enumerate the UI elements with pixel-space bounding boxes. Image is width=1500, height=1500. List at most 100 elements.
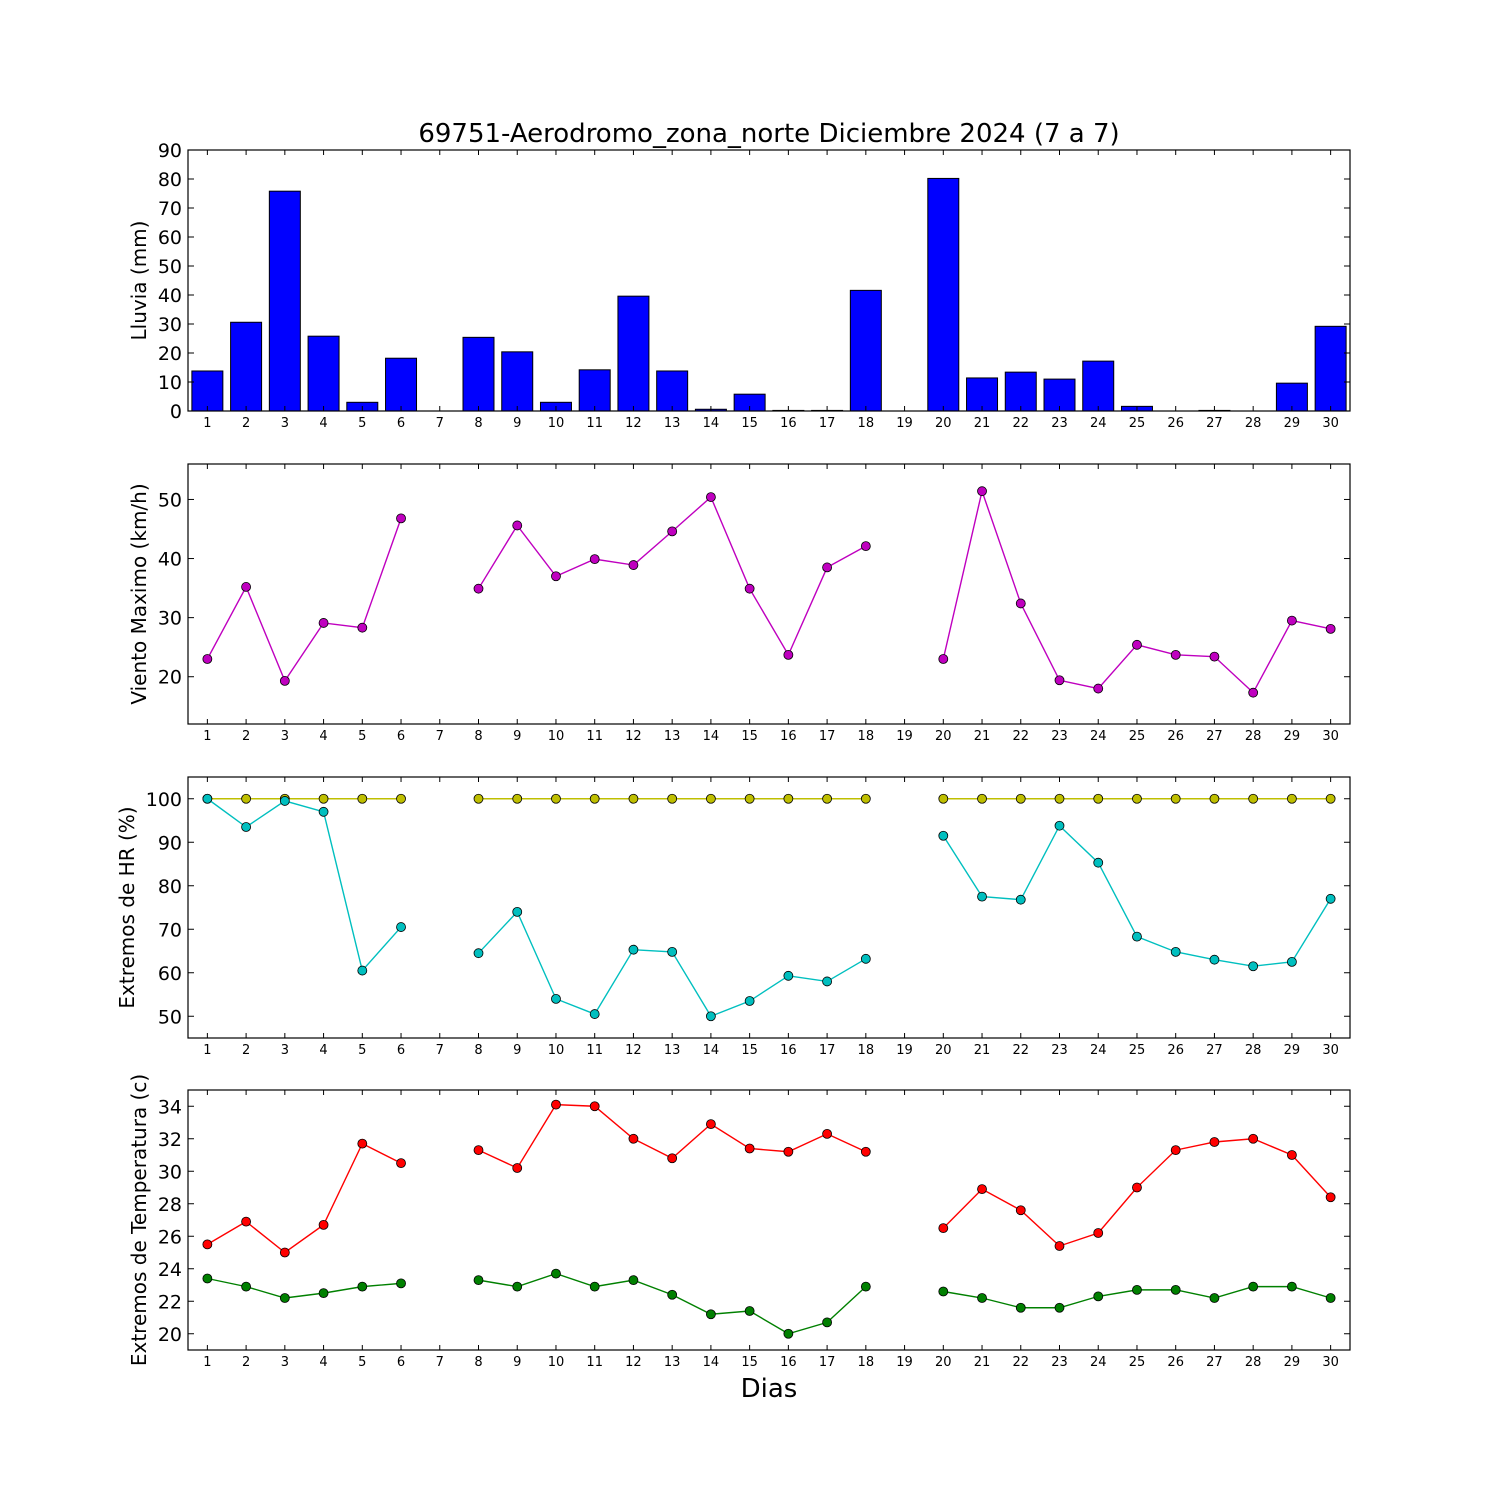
x-tick-label: 3 (281, 1043, 289, 1058)
series-1-point-day-8 (473, 583, 484, 594)
series-1-point-day-25 (1132, 1182, 1142, 1193)
series-1-point-day-21 (977, 486, 987, 497)
x-tick-label: 22 (1012, 416, 1029, 431)
series-1-point-day-26 (1170, 649, 1181, 660)
bar-day-20 (927, 177, 960, 412)
series-2-point-day-21 (977, 891, 987, 902)
series-2-point-day-14 (706, 1309, 716, 1320)
y-tick-label: 10 (158, 372, 182, 394)
series-1-point-day-24 (1093, 1228, 1104, 1238)
series-1-point-day-30 (1325, 623, 1336, 634)
series-1-point-day-28 (1248, 1133, 1259, 1144)
series-1-point-day-8 (473, 1145, 484, 1156)
x-tick-label: 6 (397, 1355, 405, 1370)
x-tick-label: 4 (319, 1355, 327, 1370)
x-tick-label: 2 (242, 729, 250, 744)
bar-day-12 (617, 295, 650, 412)
series-1-point-day-8 (473, 793, 484, 804)
x-tick-label: 27 (1206, 1355, 1223, 1370)
series-1-point-day-18 (860, 1146, 871, 1157)
y-tick-label: 40 (158, 285, 182, 307)
series-2-point-day-27 (1209, 1293, 1220, 1303)
series-1-point-day-10 (551, 793, 561, 804)
y-tick-label: 40 (158, 549, 182, 571)
x-tick-label: 23 (1051, 416, 1068, 431)
x-tick-label: 22 (1012, 729, 1029, 744)
series-1-point-day-11 (589, 1101, 600, 1112)
x-tick-label: 25 (1129, 729, 1146, 744)
y-axis-label: Extremos de Temperatura (c) (127, 1074, 151, 1366)
series-1-point-day-15 (744, 1143, 755, 1154)
y-tick-label: 60 (158, 963, 182, 985)
series-1-point-day-29 (1287, 615, 1297, 626)
x-tick-label: 20 (935, 416, 952, 431)
y-tick-label: 80 (158, 169, 182, 191)
bar-day-30 (1314, 325, 1347, 412)
y-tick-label: 0 (170, 401, 182, 423)
series-2-line-2 (477, 910, 867, 1018)
x-tick-label: 3 (281, 416, 289, 431)
x-tick-label: 1 (203, 729, 211, 744)
series-1-point-day-21 (977, 793, 987, 804)
x-tick-label: 30 (1322, 1043, 1339, 1058)
y-tick-label: 30 (158, 1161, 182, 1183)
series-2-point-day-10 (551, 1268, 561, 1279)
series-1-point-day-27 (1209, 793, 1220, 804)
series-2-point-day-1 (202, 793, 213, 804)
series-1-point-day-9 (512, 1163, 523, 1173)
bar-day-2 (230, 321, 263, 412)
y-tick-label: 70 (158, 198, 182, 220)
x-tick-label: 16 (780, 729, 797, 744)
bar-day-11 (578, 369, 611, 412)
y-tick-label: 50 (158, 1006, 182, 1028)
series-2-point-day-22 (1015, 894, 1026, 905)
x-tick-label: 4 (319, 416, 327, 431)
series-1-point-day-14 (706, 793, 716, 804)
series-2-point-day-9 (512, 1281, 523, 1292)
x-tick-label: 17 (819, 416, 836, 431)
series-1-line-2 (477, 495, 867, 657)
series-1-point-day-24 (1093, 793, 1104, 804)
x-tick-label: 6 (397, 729, 405, 744)
x-tick-label: 24 (1090, 729, 1107, 744)
y-tick-label: 50 (158, 256, 182, 278)
series-2-point-day-14 (706, 1011, 716, 1022)
x-tick-label: 9 (513, 729, 521, 744)
plot-frame (187, 776, 1351, 1039)
series-2-point-day-10 (551, 993, 561, 1004)
x-tick-label: 29 (1284, 416, 1301, 431)
x-tick-label: 18 (858, 1355, 875, 1370)
x-tick-label: 7 (436, 1043, 444, 1058)
series-1-point-day-28 (1248, 793, 1259, 804)
series-2-point-day-2 (241, 1281, 252, 1292)
series-1-point-day-10 (551, 571, 561, 582)
x-tick-label: 20 (935, 1043, 952, 1058)
series-1-point-day-25 (1132, 793, 1142, 804)
series-1-point-day-11 (589, 554, 600, 565)
series-2-point-day-20 (938, 1286, 949, 1297)
y-tick-label: 34 (158, 1096, 182, 1118)
series-2-point-day-30 (1325, 893, 1336, 904)
series-1-point-day-15 (744, 583, 755, 594)
x-tick-label: 6 (397, 416, 405, 431)
panel-4: 1 2 3 4 5 6 7 8 9 10 11 12 13 14 15 16 17 18 19 20 21 22 23 24 2… (127, 1074, 1351, 1370)
bar-day-22 (1004, 371, 1037, 412)
series-1-point-day-17 (822, 1128, 832, 1139)
x-tick-label: 30 (1322, 729, 1339, 744)
series-1-point-day-3 (279, 1247, 290, 1258)
x-tick-label: 8 (474, 729, 482, 744)
x-tick-label: 1 (203, 1355, 211, 1370)
x-tick-label: 11 (586, 416, 603, 431)
x-tick-label: 12 (625, 416, 642, 431)
series-2-point-day-22 (1015, 1302, 1026, 1313)
series-1-point-day-6 (396, 513, 406, 524)
y-tick-label: 70 (158, 919, 182, 941)
y-axis-label: Lluvia (mm) (127, 221, 151, 341)
x-tick-label: 15 (741, 1355, 758, 1370)
series-1-point-day-17 (822, 793, 832, 804)
series-1-line-3 (942, 488, 1331, 694)
series-2-point-day-4 (318, 1288, 329, 1299)
series-1-point-day-9 (512, 793, 523, 804)
series-1-point-day-13 (667, 793, 678, 804)
x-tick-label: 30 (1322, 1355, 1339, 1370)
